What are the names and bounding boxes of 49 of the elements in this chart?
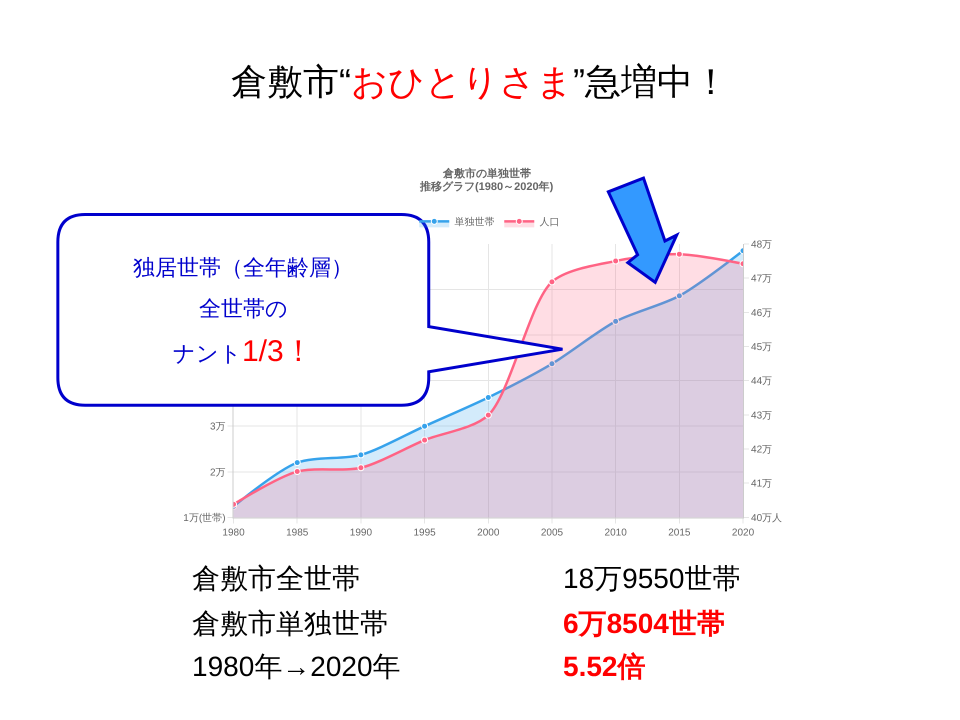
legend-label: 人口 — [539, 217, 560, 228]
chart-subtitle: 倉敷市の単独世帯 — [442, 167, 531, 180]
y-tick-label: 2万 — [210, 467, 226, 478]
text: 1980年→2020年 — [192, 651, 401, 682]
text: 18万9550世帯 — [563, 563, 740, 594]
x-tick-label: 2015 — [668, 527, 691, 538]
point — [612, 258, 620, 265]
x-tick-label: 1980 — [222, 527, 246, 538]
y2-tick-label: 46万 — [751, 308, 772, 319]
x-tick-label: 2000 — [477, 527, 500, 538]
x-tick-label: 1995 — [413, 527, 436, 538]
point — [548, 360, 556, 368]
annotation: 全世帯の — [199, 296, 288, 321]
annotation: 独居世帯（全年齢層） — [133, 255, 353, 280]
y2-tick-label: 40万人 — [751, 512, 782, 524]
point — [357, 464, 364, 472]
text: 倉敷市単独世帯 — [192, 608, 388, 639]
x-tick-label: 2005 — [540, 527, 564, 538]
point — [421, 436, 428, 444]
x-tick-label: 2010 — [604, 527, 628, 538]
chart-title: 倉敷市“おひとりさま”急増中！ — [231, 61, 729, 102]
point — [484, 412, 492, 419]
y-tick-label: 1万(世帯) — [183, 512, 226, 524]
point — [484, 394, 492, 401]
text: 倉敷市全世帯 — [192, 563, 360, 594]
point — [676, 292, 683, 300]
y2-tick-label: 47万 — [751, 274, 772, 285]
y2-tick-label: 41万 — [751, 478, 772, 490]
point — [421, 422, 428, 430]
text: 6万8504世帯 — [563, 608, 725, 639]
point — [294, 468, 301, 476]
text: 5.52倍 — [563, 651, 646, 682]
point — [294, 459, 301, 466]
x-tick-label: 1990 — [350, 527, 372, 538]
point — [612, 318, 620, 325]
y-tick-label: 3万 — [210, 422, 226, 433]
point — [548, 278, 556, 286]
point — [357, 451, 364, 458]
y2-tick-label: 44万 — [751, 376, 772, 388]
annotation: 1/3！ — [242, 335, 314, 368]
legend-label: 単独世帯 — [454, 216, 494, 228]
x-tick-label: 2020 — [732, 527, 755, 538]
y2-tick-label: 45万 — [751, 342, 772, 353]
y2-tick-label: 42万 — [751, 444, 772, 456]
y2-tick-label: 48万 — [751, 239, 772, 250]
point — [676, 250, 683, 258]
x-tick-label: 1985 — [286, 527, 309, 538]
y2-tick-label: 43万 — [751, 410, 772, 422]
text: 推移グラフ(1980～2020年) — [419, 180, 554, 193]
